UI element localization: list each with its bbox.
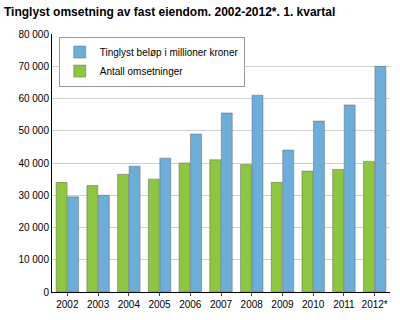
svg-text:2009: 2009	[271, 299, 294, 310]
svg-text:50 000: 50 000	[18, 125, 49, 136]
svg-text:40 000: 40 000	[18, 158, 49, 169]
svg-text:2011: 2011	[333, 299, 355, 310]
svg-text:Tinglyst beløp i millioner kro: Tinglyst beløp i millioner kroner	[100, 47, 239, 58]
svg-text:Tinglyst omsetning av fast eie: Tinglyst omsetning av fast eiendom. 2002…	[4, 5, 335, 19]
svg-text:2010: 2010	[302, 299, 325, 310]
svg-text:2003: 2003	[87, 299, 110, 310]
svg-text:2008: 2008	[241, 299, 264, 310]
svg-text:2004: 2004	[118, 299, 141, 310]
svg-text:0: 0	[43, 287, 49, 298]
svg-text:2005: 2005	[148, 299, 171, 310]
svg-text:Antall omsetninger: Antall omsetninger	[100, 66, 183, 77]
svg-text:2012*: 2012*	[362, 299, 388, 310]
svg-text:2007: 2007	[210, 299, 233, 310]
svg-text:60 000: 60 000	[18, 93, 49, 104]
svg-text:30 000: 30 000	[18, 190, 49, 201]
svg-text:20 000: 20 000	[18, 222, 49, 233]
svg-text:10 000: 10 000	[18, 254, 49, 265]
svg-text:2006: 2006	[179, 299, 202, 310]
svg-text:70 000: 70 000	[18, 61, 49, 72]
svg-text:2002: 2002	[56, 299, 79, 310]
svg-text:80 000: 80 000	[18, 29, 49, 40]
